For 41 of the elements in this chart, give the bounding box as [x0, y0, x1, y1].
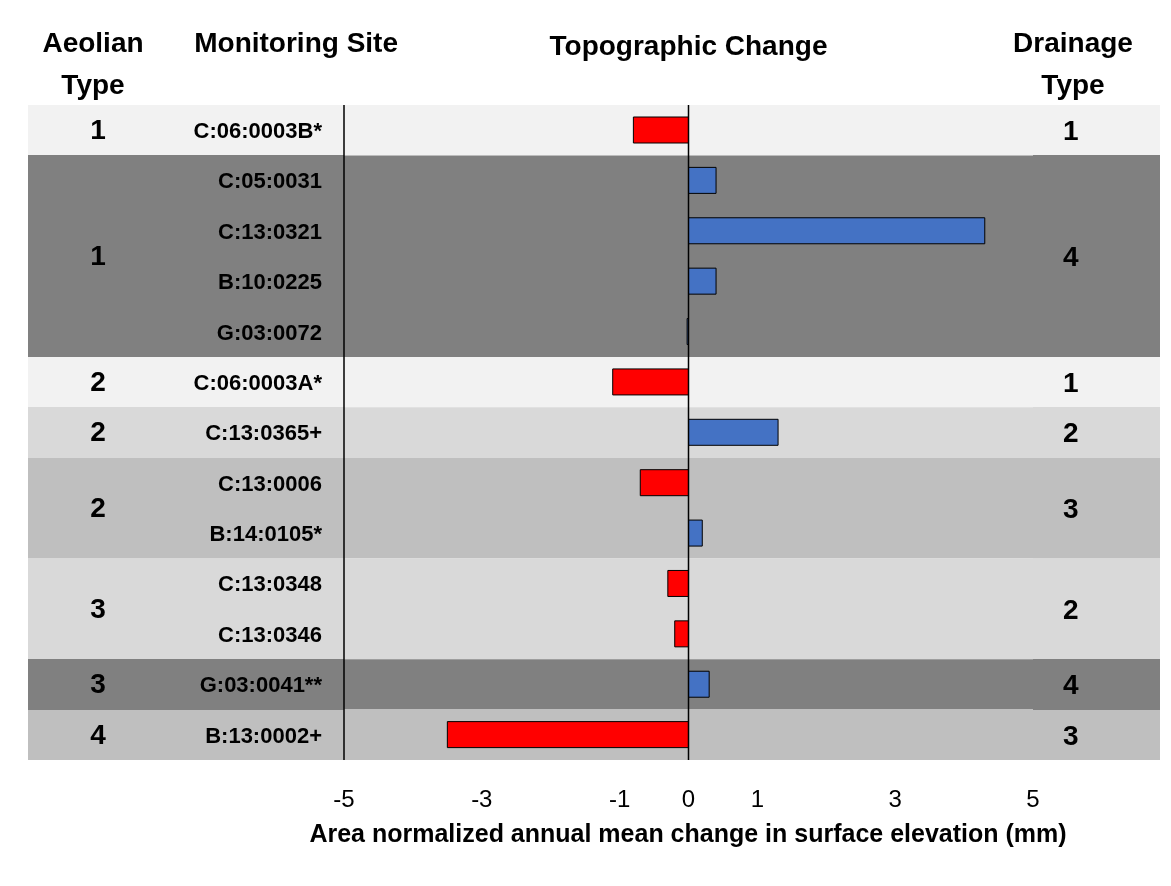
text: 3 — [89, 591, 107, 626]
x-axis-title: Area normalized annual mean change in surface elevation (mm) — [308, 818, 1068, 849]
text: 3 — [89, 667, 107, 702]
y-tick-label: B:10:0225 — [218, 269, 322, 295]
x-tick-label: -3 — [471, 785, 493, 813]
y-tick-label: G:03:0072 — [216, 319, 322, 345]
x-tick-label: -1 — [608, 785, 631, 813]
text: 1 — [89, 113, 107, 148]
text: 2 — [89, 491, 107, 526]
y-tick-label: C:13:0348 — [218, 571, 322, 597]
x-tick-label: 3 — [888, 785, 902, 813]
y-tick-label: C:13:0321 — [218, 218, 322, 244]
band-label: 1 — [1063, 115, 1079, 147]
band-label: 4 — [1063, 241, 1079, 273]
x-tick-label: -5 — [333, 785, 355, 813]
band-label: 4 — [1063, 669, 1079, 701]
y-tick-label: C:06:0003B* — [193, 118, 323, 143]
x-tick-label: 0 — [681, 785, 696, 813]
y-tick-label: B:13:0002+ — [205, 722, 322, 748]
band-label: 1 — [1063, 367, 1079, 399]
chart-title: Topographic Change — [549, 30, 828, 61]
y-tick-label: C:13:0365+ — [205, 420, 322, 446]
band-label: 3 — [1063, 719, 1079, 751]
text: 2 — [89, 415, 107, 450]
band-label: 2 — [1063, 417, 1079, 449]
x-tick-label: 5 — [1026, 785, 1040, 813]
y-tick-label: B:14:0105* — [209, 521, 323, 547]
text: Monitoring Site — [193, 26, 398, 60]
y-tick-label: C:13:0346 — [218, 621, 322, 647]
y-tick-label: C:05:0031 — [218, 168, 322, 194]
text: 4 — [89, 717, 107, 752]
text: 2 — [89, 365, 107, 400]
text: Aeolian Type — [41, 26, 145, 102]
y-tick-label: G:03:0041** — [199, 672, 323, 698]
text: 1 — [89, 239, 107, 274]
text: Drainage Type — [1012, 26, 1134, 102]
x-tick-label: 1 — [750, 785, 765, 813]
band-label: 2 — [1063, 593, 1079, 625]
y-tick-label: C:13:0006 — [218, 470, 322, 496]
y-tick-label: C:06:0003A* — [193, 369, 323, 395]
band-label: 3 — [1063, 493, 1079, 525]
